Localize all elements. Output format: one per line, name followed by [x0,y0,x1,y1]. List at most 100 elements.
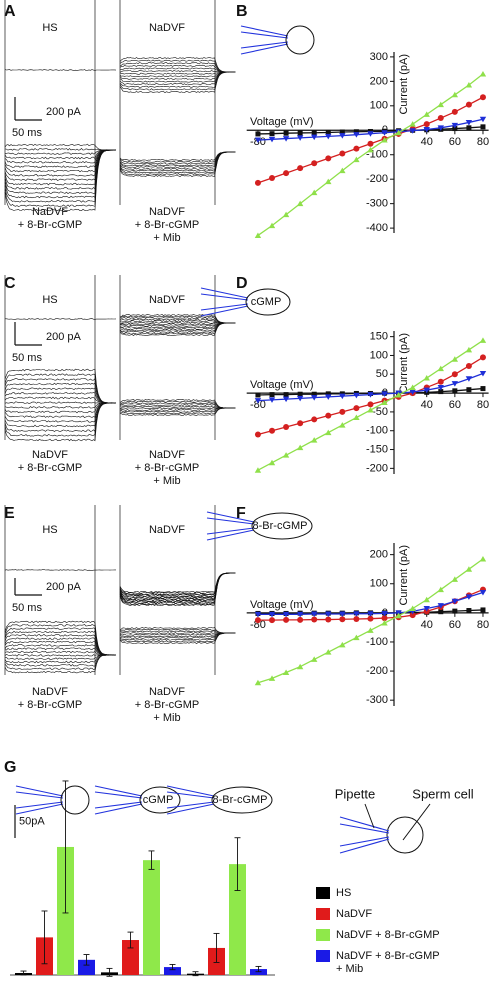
current-trace [119,627,236,634]
point [255,392,261,398]
point [311,160,318,167]
current-trace [4,569,116,571]
current-trace [119,151,236,163]
scale-label: 200 pA [46,331,82,343]
point [451,371,458,378]
point [479,71,487,77]
cell [211,786,273,814]
current-trace [119,314,236,324]
point [339,129,345,135]
point [268,675,276,681]
pipette [206,527,255,535]
point [423,375,430,381]
current-trace [119,315,236,324]
y-tick-label: -100 [366,425,388,437]
point [353,414,360,421]
point [297,165,304,172]
point [466,608,472,614]
point [381,130,388,136]
y-tick-label: 300 [370,51,388,63]
point [255,131,261,137]
current-trace [119,59,236,73]
point [268,222,276,229]
point [353,129,359,135]
point [268,611,276,618]
current-trace [4,149,117,177]
x-tick-label: -80 [250,399,266,411]
point [409,128,416,134]
current-trace [4,143,116,151]
cell [139,786,181,814]
point [282,669,290,676]
point [381,615,388,622]
current-trace [4,402,117,414]
x-tick-label: 60 [449,399,461,411]
scale-label: 200 pA [46,581,82,593]
point [466,387,472,393]
point [325,178,332,185]
current-trace [119,322,236,333]
pipette-label: cGMP [251,296,282,308]
current-trace [4,654,116,664]
point [353,405,360,412]
cell [60,785,90,815]
point [283,130,289,136]
pointer [364,803,375,829]
point [479,589,487,596]
y-tick-label: -400 [366,222,388,234]
current-trace [119,317,236,324]
point [353,145,360,152]
legend-label: NaDVF [336,908,372,920]
y-tick-label: -100 [366,636,388,648]
current-trace [119,151,236,167]
panel-letter: D [236,275,248,292]
current-trace [4,637,117,656]
current-trace [4,654,117,674]
y-tick-label: 200 [370,549,388,561]
trace-label: NaDVF [149,294,185,306]
pipette [339,823,390,834]
current-trace [119,71,236,80]
scale-label: 50 ms [12,352,42,364]
point [466,125,472,131]
point [268,136,276,143]
point [311,130,317,136]
x-tick-label: 60 [449,619,461,631]
point [282,396,290,403]
current-trace [119,632,236,644]
current-trace [4,654,117,670]
point [325,394,332,400]
pipette [15,785,64,797]
point [367,611,374,617]
cell [386,816,424,854]
current-trace [4,627,117,656]
point [437,586,444,593]
y-tick-label: -50 [372,406,388,418]
current-trace [119,407,236,416]
point [451,122,459,129]
pipette [94,785,143,797]
point [367,615,374,622]
scale-label: 200 pA [46,106,82,118]
point [254,431,261,438]
current-trace [4,396,117,404]
cell [245,288,291,316]
bar [164,967,181,975]
bar [229,864,246,975]
point [465,376,473,382]
current-trace [4,69,117,71]
current-trace [119,402,236,409]
point [451,576,459,582]
point [465,362,472,369]
point [381,391,388,397]
pipette [94,791,143,799]
bar [78,959,95,975]
point [283,616,290,623]
current-trace [4,402,116,442]
legend-label: NaDVF + 8-Br-cGMP [336,929,440,941]
point [254,232,262,238]
y-tick-label: 100 [370,100,388,112]
point [325,429,332,436]
point [423,111,430,117]
point [381,137,388,143]
